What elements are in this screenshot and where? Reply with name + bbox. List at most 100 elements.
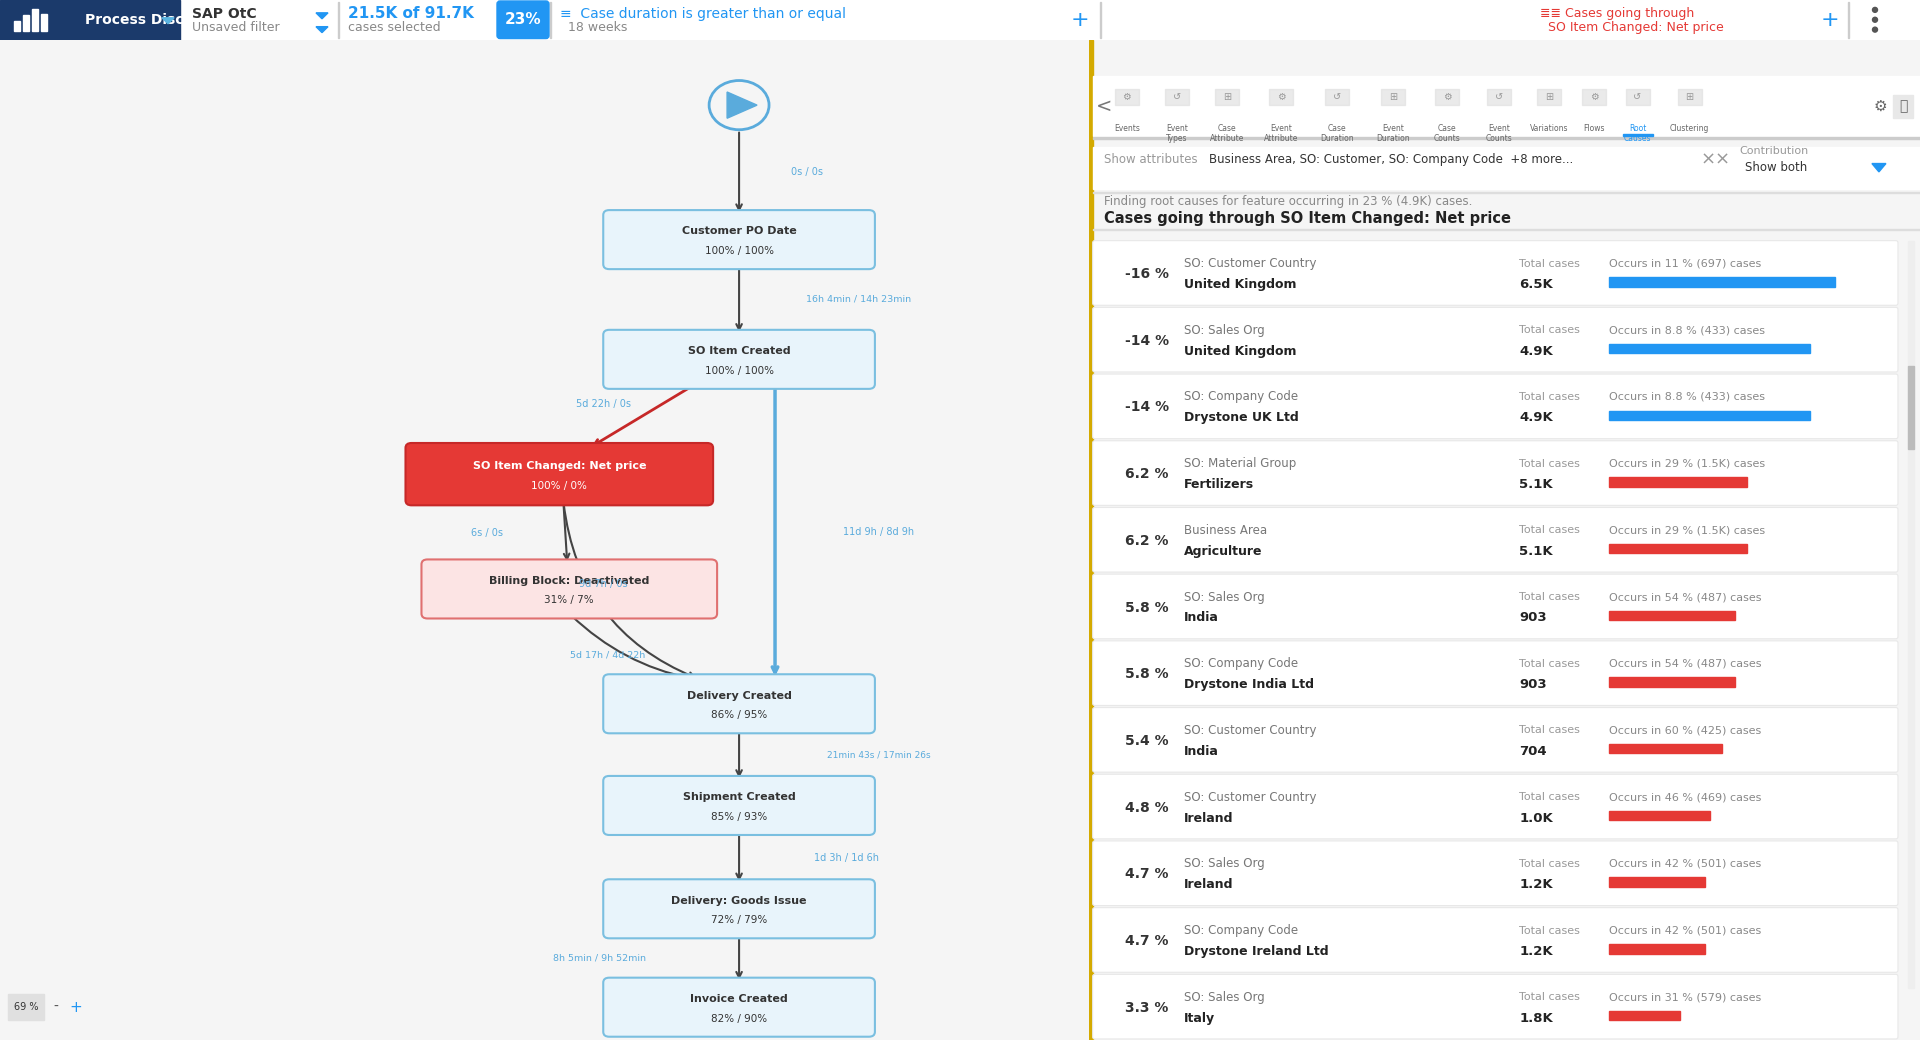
FancyBboxPatch shape: [603, 879, 876, 938]
Text: Case
Counts: Case Counts: [1434, 124, 1461, 144]
Text: ×: ×: [1699, 151, 1715, 168]
Text: 4.7 %: 4.7 %: [1125, 867, 1169, 881]
Text: Clustering: Clustering: [1670, 124, 1709, 133]
Text: Drystone UK Ltd: Drystone UK Ltd: [1185, 412, 1298, 424]
Text: Total cases: Total cases: [1519, 792, 1580, 802]
Text: SO Item Changed: Net price: SO Item Changed: Net price: [1548, 21, 1724, 34]
Polygon shape: [317, 27, 328, 32]
Text: Occurs in 8.8 % (433) cases: Occurs in 8.8 % (433) cases: [1609, 326, 1766, 335]
Text: Shipment Created: Shipment Created: [684, 792, 795, 802]
FancyBboxPatch shape: [1092, 841, 1899, 906]
Text: 4.9K: 4.9K: [1519, 412, 1553, 424]
Text: SO: Company Code: SO: Company Code: [1185, 925, 1298, 937]
Text: Variations: Variations: [1530, 124, 1569, 133]
Bar: [1116, 88, 1139, 105]
Text: 5d 17h / 4d 22h: 5d 17h / 4d 22h: [570, 650, 645, 659]
Text: Root
Causes: Root Causes: [1624, 124, 1651, 144]
Text: Show both: Show both: [1745, 161, 1807, 175]
Text: ⤢: ⤢: [1899, 99, 1907, 113]
Circle shape: [1872, 7, 1878, 12]
Bar: [1089, 40, 1092, 1040]
Text: Drystone India Ltd: Drystone India Ltd: [1185, 678, 1313, 692]
Text: Invoice Created: Invoice Created: [689, 994, 787, 1004]
Text: Fertilizers: Fertilizers: [1185, 478, 1254, 491]
Bar: [8, 994, 44, 1020]
Text: 6.5K: 6.5K: [1519, 278, 1553, 291]
Text: Unsaved filter: Unsaved filter: [192, 21, 280, 34]
Text: Ireland: Ireland: [1185, 878, 1233, 891]
Text: ↺: ↺: [1634, 92, 1642, 102]
Text: 1.8K: 1.8K: [1519, 1012, 1553, 1024]
Text: Ireland: Ireland: [1185, 811, 1233, 825]
Text: Business Area: Business Area: [1185, 524, 1267, 537]
Text: Italy: Italy: [1185, 1012, 1215, 1024]
Circle shape: [1872, 18, 1878, 22]
Text: Case
Attribute: Case Attribute: [1210, 124, 1244, 144]
Text: 0s / 0s: 0s / 0s: [791, 167, 824, 178]
FancyBboxPatch shape: [1092, 641, 1899, 705]
Text: 100% / 100%: 100% / 100%: [705, 246, 774, 256]
Text: SO: Customer Country: SO: Customer Country: [1185, 724, 1317, 737]
Text: ⊞: ⊞: [1686, 92, 1693, 102]
Text: 31% / 7%: 31% / 7%: [545, 596, 593, 605]
Text: 6.2 %: 6.2 %: [1125, 467, 1169, 482]
Bar: [1609, 411, 1811, 420]
Text: Total cases: Total cases: [1519, 726, 1580, 735]
Text: 100% / 0%: 100% / 0%: [532, 480, 588, 491]
Text: Agriculture: Agriculture: [1185, 545, 1261, 557]
Text: United Kingdom: United Kingdom: [1185, 344, 1296, 358]
Bar: [1622, 134, 1653, 136]
Text: -: -: [54, 1000, 58, 1014]
FancyBboxPatch shape: [1092, 574, 1899, 639]
Text: 69 %: 69 %: [13, 1003, 38, 1012]
Text: ≣≣ Cases going through: ≣≣ Cases going through: [1540, 7, 1693, 21]
Text: SO: Material Group: SO: Material Group: [1185, 458, 1296, 470]
Text: ⚙: ⚙: [1442, 92, 1452, 102]
Polygon shape: [161, 18, 175, 24]
Text: cases selected: cases selected: [348, 21, 440, 34]
Text: 3.3 %: 3.3 %: [1125, 1000, 1169, 1015]
Text: SO: Company Code: SO: Company Code: [1185, 657, 1298, 670]
Bar: [1626, 88, 1649, 105]
Text: Occurs in 29 % (1.5K) cases: Occurs in 29 % (1.5K) cases: [1609, 459, 1766, 469]
Text: ⚙: ⚙: [1590, 92, 1599, 102]
Text: Occurs in 42 % (501) cases: Occurs in 42 % (501) cases: [1609, 926, 1763, 936]
Text: Total cases: Total cases: [1519, 658, 1580, 669]
Text: India: India: [1185, 612, 1219, 624]
FancyBboxPatch shape: [497, 1, 549, 38]
Text: Total cases: Total cases: [1519, 992, 1580, 1003]
Text: 6.2 %: 6.2 %: [1125, 534, 1169, 548]
FancyBboxPatch shape: [422, 560, 716, 619]
Bar: [1380, 88, 1405, 105]
Text: 5.8 %: 5.8 %: [1125, 668, 1169, 681]
Text: ⊞: ⊞: [1388, 92, 1398, 102]
Text: SO Item Changed: Net price: SO Item Changed: Net price: [472, 461, 645, 471]
Text: Cases going through SO Item Changed: Net price: Cases going through SO Item Changed: Net…: [1104, 211, 1511, 227]
Bar: [33, 9, 38, 30]
FancyBboxPatch shape: [1092, 441, 1899, 505]
Bar: [1538, 88, 1561, 105]
Text: Event
Duration: Event Duration: [1377, 124, 1409, 144]
Text: 23%: 23%: [505, 12, 541, 27]
Text: Total cases: Total cases: [1519, 259, 1580, 268]
Text: ⚙: ⚙: [1277, 92, 1284, 102]
Text: 5.4 %: 5.4 %: [1125, 734, 1169, 748]
Text: India: India: [1185, 745, 1219, 758]
FancyBboxPatch shape: [603, 330, 876, 389]
Bar: [1609, 878, 1705, 887]
Text: Occurs in 60 % (425) cases: Occurs in 60 % (425) cases: [1609, 726, 1763, 735]
Bar: [1609, 744, 1722, 753]
Bar: [1436, 88, 1459, 105]
Text: Total cases: Total cases: [1519, 592, 1580, 602]
Text: SO: Sales Org: SO: Sales Org: [1185, 857, 1265, 870]
Text: +: +: [1820, 9, 1839, 30]
Text: -14 %: -14 %: [1125, 400, 1169, 414]
Text: 6s / 0s: 6s / 0s: [472, 528, 503, 538]
Text: Delivery: Goods Issue: Delivery: Goods Issue: [672, 895, 806, 906]
Text: Occurs in 54 % (487) cases: Occurs in 54 % (487) cases: [1609, 658, 1763, 669]
FancyBboxPatch shape: [603, 674, 876, 733]
Bar: [1908, 240, 1914, 988]
Bar: [1609, 344, 1811, 354]
Bar: [1609, 677, 1734, 686]
Text: Total cases: Total cases: [1519, 926, 1580, 936]
